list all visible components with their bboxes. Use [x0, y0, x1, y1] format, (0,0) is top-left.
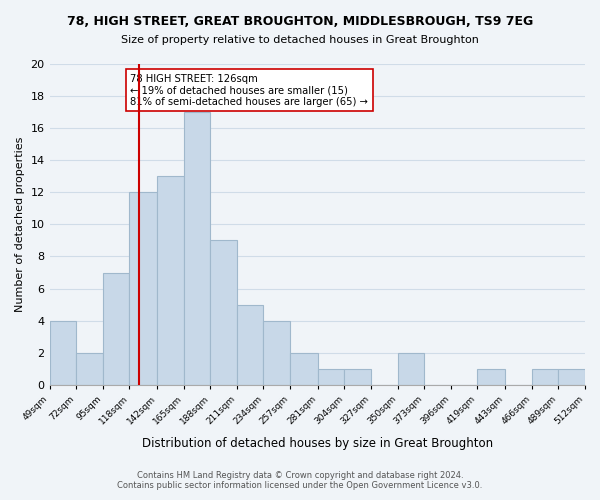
Bar [532, 368, 559, 385]
Bar [130, 192, 157, 385]
Text: Contains HM Land Registry data © Crown copyright and database right 2024.
Contai: Contains HM Land Registry data © Crown c… [118, 470, 482, 490]
Bar [398, 352, 424, 385]
Bar [344, 368, 371, 385]
Bar [103, 272, 130, 385]
X-axis label: Distribution of detached houses by size in Great Broughton: Distribution of detached houses by size … [142, 437, 493, 450]
Bar [318, 368, 344, 385]
Bar [157, 176, 184, 385]
Bar [184, 112, 210, 385]
Bar [210, 240, 237, 385]
Bar [290, 352, 318, 385]
Text: Size of property relative to detached houses in Great Broughton: Size of property relative to detached ho… [121, 35, 479, 45]
Text: 78 HIGH STREET: 126sqm
← 19% of detached houses are smaller (15)
81% of semi-det: 78 HIGH STREET: 126sqm ← 19% of detached… [130, 74, 368, 107]
Bar [50, 320, 76, 385]
Bar [263, 320, 290, 385]
Y-axis label: Number of detached properties: Number of detached properties [15, 136, 25, 312]
Bar [76, 352, 103, 385]
Bar [237, 304, 263, 385]
Text: 78, HIGH STREET, GREAT BROUGHTON, MIDDLESBROUGH, TS9 7EG: 78, HIGH STREET, GREAT BROUGHTON, MIDDLE… [67, 15, 533, 28]
Bar [559, 368, 585, 385]
Bar [478, 368, 505, 385]
